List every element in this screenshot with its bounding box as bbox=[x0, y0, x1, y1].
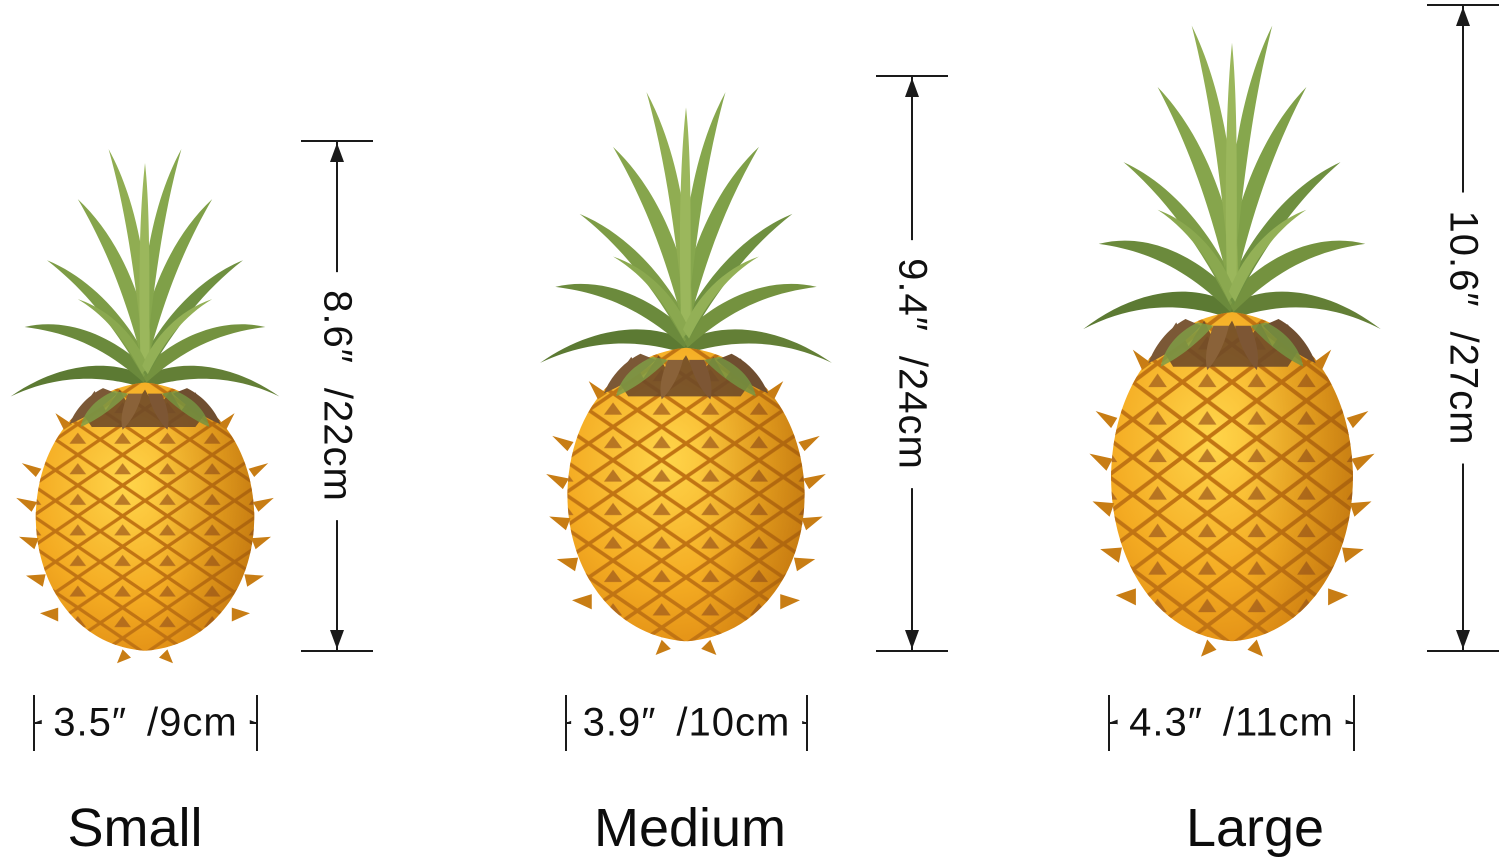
width-inches: 3.5″ bbox=[53, 700, 128, 745]
dimension-tick bbox=[301, 140, 373, 142]
dimension-tick bbox=[876, 75, 948, 77]
height-centimeters: /22cm bbox=[315, 387, 360, 502]
arrow-down-icon bbox=[905, 630, 919, 649]
dimension-tick bbox=[1427, 650, 1499, 652]
height-label-small: 8.6″ /22cm bbox=[312, 272, 362, 520]
height-label-medium: 9.4″ /24cm bbox=[887, 239, 937, 488]
dimension-tick bbox=[876, 650, 948, 652]
height-label-large: 10.6″ /27cm bbox=[1438, 192, 1488, 464]
width-inches: 4.3″ bbox=[1129, 700, 1203, 745]
dimension-tick bbox=[256, 695, 258, 751]
dimension-tick bbox=[301, 650, 373, 652]
dimension-tick bbox=[1108, 695, 1110, 751]
pineapple-large-image bbox=[1083, 25, 1381, 657]
width-inches: 3.9″ bbox=[582, 700, 657, 745]
arrow-up-icon bbox=[905, 78, 919, 97]
arrow-down-icon bbox=[1456, 630, 1470, 649]
width-label-medium: 3.9″ /10cm bbox=[570, 698, 803, 748]
dimension-tick bbox=[565, 695, 567, 751]
size-label-large: Large bbox=[1185, 798, 1325, 858]
arrow-down-icon bbox=[330, 630, 344, 649]
pineapple-medium-image bbox=[540, 92, 832, 655]
size-label-medium: Medium bbox=[593, 798, 787, 858]
size-label-small: Small bbox=[67, 798, 203, 858]
width-centimeters: /9cm bbox=[147, 700, 238, 745]
dimension-tick bbox=[1353, 695, 1355, 751]
height-inches: 8.6″ bbox=[315, 290, 360, 364]
width-centimeters: /11cm bbox=[1222, 700, 1334, 745]
pineapple-small-image bbox=[10, 149, 280, 664]
width-label-small: 3.5″ /9cm bbox=[41, 698, 250, 748]
width-centimeters: /10cm bbox=[676, 700, 791, 745]
height-inches: 9.4″ bbox=[890, 257, 935, 332]
arrow-up-icon bbox=[330, 143, 344, 162]
height-centimeters: /24cm bbox=[890, 355, 935, 470]
width-label-large: 4.3″ /11cm bbox=[1117, 698, 1346, 748]
height-centimeters: /27cm bbox=[1441, 331, 1486, 446]
dimension-tick bbox=[806, 695, 808, 751]
dimension-tick bbox=[33, 695, 35, 751]
height-inches: 10.6″ bbox=[1441, 210, 1486, 308]
arrow-up-icon bbox=[1456, 7, 1470, 26]
dimension-tick bbox=[1427, 4, 1499, 6]
